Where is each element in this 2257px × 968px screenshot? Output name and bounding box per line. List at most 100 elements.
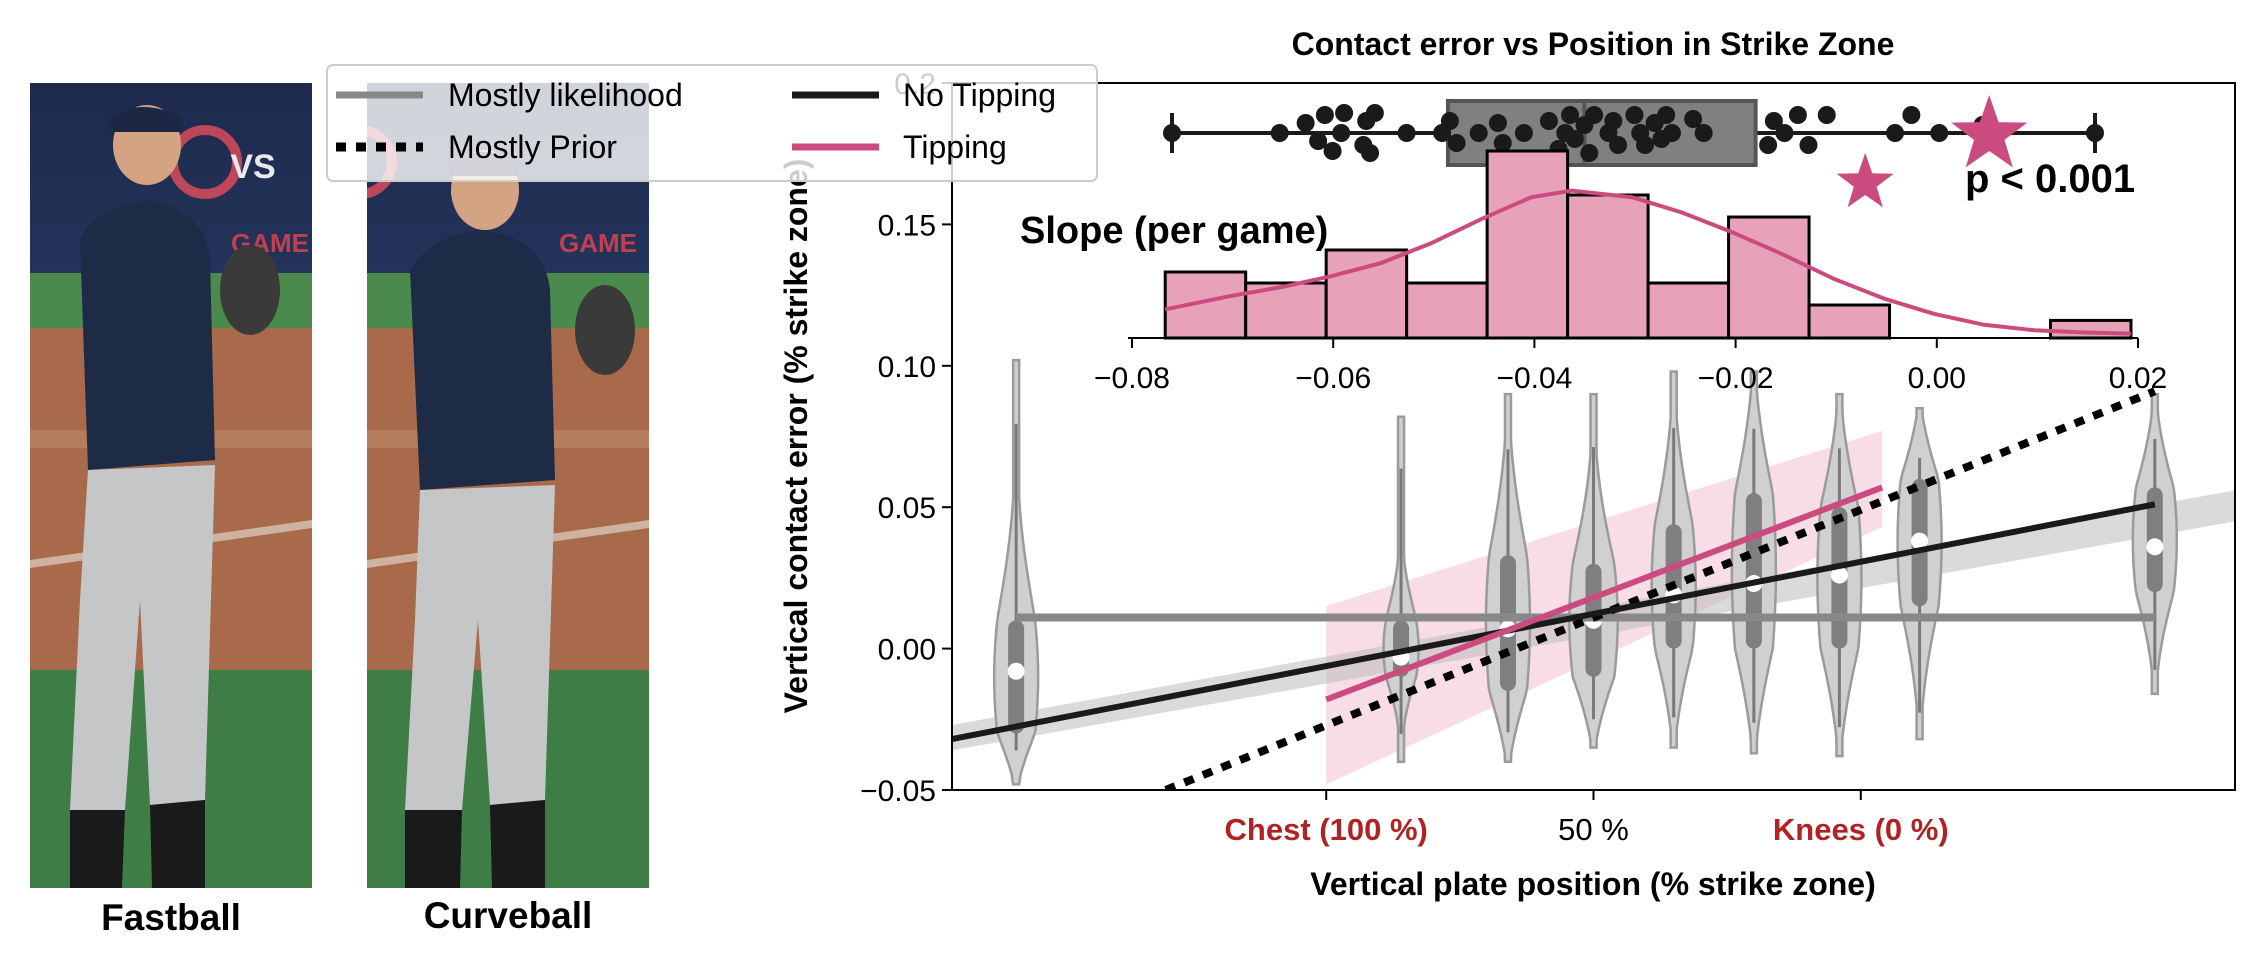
histogram-tick-label: −0.02 (1698, 362, 1774, 395)
svg-text:VS: VS (230, 148, 275, 186)
p-value-annotation: p < 0.001 (1965, 157, 2135, 201)
x-axis: Chest (100 %) 50 % Knees (0 %) (1225, 790, 1949, 847)
legend-item-no-tipping: No Tipping (792, 77, 1056, 113)
violin-iqr (1745, 493, 1762, 649)
curveball-photo: GAME (367, 83, 649, 888)
tipping-star-marker (1836, 153, 1894, 208)
legend-item-tipping: Tipping (792, 129, 1007, 165)
chart-title: Contact error vs Position in Strike Zone (1292, 26, 1895, 62)
histogram-bar (2048, 318, 2133, 340)
strip-point (1296, 114, 1315, 132)
x-axis-label: Vertical plate position (% strike zone) (1310, 866, 1875, 902)
strip-point (1662, 124, 1681, 142)
violin (1816, 392, 1863, 758)
strip-point (1580, 144, 1599, 162)
strip-point (1565, 130, 1584, 148)
histogram-tick-label: 0.02 (2109, 362, 2167, 395)
strip-point (1930, 124, 1949, 142)
tipping-star-marker (1951, 95, 2028, 168)
strip-point (1684, 110, 1703, 128)
y-tick-label: 0.10 (878, 351, 936, 384)
strip-point (1447, 134, 1466, 152)
strip-point (1309, 132, 1328, 150)
violin-median (2146, 538, 2164, 556)
strip-point (1561, 106, 1580, 124)
violin-median (1830, 566, 1848, 584)
line-tipping (1325, 484, 1884, 703)
strip-point (1759, 136, 1778, 154)
violin (1896, 406, 1943, 741)
strip-point (1514, 124, 1533, 142)
strip-point (1315, 106, 1334, 124)
strip-point (1657, 106, 1676, 124)
strip-point (1609, 136, 1628, 154)
strip-point (1397, 124, 1416, 142)
strip-point (1163, 124, 1181, 142)
strip-point (1332, 124, 1351, 142)
legend-label: Tipping (903, 129, 1007, 165)
x-tick-label: 50 % (1558, 812, 1629, 847)
histogram-tick-label: −0.06 (1295, 362, 1371, 395)
strip-point (1886, 124, 1905, 142)
y-tick-label: 0.05 (878, 492, 936, 525)
legend-box (326, 64, 1098, 182)
strip-point (2086, 124, 2104, 142)
strip-point (1335, 104, 1354, 122)
legend-item-mostly-likelihood: Mostly likelihood (336, 77, 683, 113)
strip-point (1365, 104, 1384, 122)
violin-median (1007, 662, 1025, 680)
histogram-bar (1646, 281, 1731, 340)
histogram-bar (1807, 303, 1892, 340)
histogram-bar (1405, 281, 1489, 340)
strip-point (1539, 112, 1558, 130)
violin (992, 358, 1040, 786)
strip-point (1902, 106, 1921, 124)
legend-label: Mostly Prior (448, 129, 617, 165)
line-mostly-prior (1164, 387, 2157, 790)
violin (2131, 392, 2179, 696)
y-axis-label: Vertical contact error (% strike zone) (778, 159, 814, 714)
fastball-photo: VS GAME (30, 83, 312, 888)
legend-label: Mostly likelihood (448, 77, 683, 113)
strip-point (1488, 114, 1507, 132)
strip-point (1604, 112, 1623, 130)
histogram-tick-label: 0.00 (1908, 362, 1966, 395)
strip-point (1625, 106, 1644, 124)
legend-label: No Tipping (903, 77, 1056, 113)
x-tick-label: Knees (0 %) (1773, 812, 1949, 847)
strip-point (1788, 106, 1807, 124)
violin (1568, 392, 1619, 749)
y-tick-label: 0.15 (878, 209, 936, 242)
strip-point (1817, 106, 1836, 124)
histogram-bar (1566, 193, 1650, 340)
main-chart: −0.050.000.050.100.150.2 Chest (100 %)50… (778, 68, 2236, 902)
strip-point (1440, 112, 1459, 130)
histogram-bar (1324, 248, 1409, 340)
strip-point (1764, 112, 1783, 130)
strip-point (1270, 124, 1289, 142)
strip-point (1469, 124, 1488, 142)
strip-point (1323, 142, 1342, 160)
histogram-tick-label: −0.08 (1094, 362, 1170, 395)
line-no-tipping (952, 501, 2156, 743)
pitcher-photos: VS GAME GAME (30, 83, 649, 938)
y-tick-label: −0.05 (860, 775, 936, 808)
strip-point (1775, 124, 1794, 142)
kde-curve (1164, 188, 2132, 336)
violin (1730, 370, 1778, 755)
legend-item-mostly-prior: Mostly Prior (336, 129, 617, 165)
strip-point (1799, 136, 1818, 154)
violin (1484, 392, 1532, 763)
strip-point (1361, 144, 1380, 162)
histogram-bar (1485, 149, 1570, 340)
violin-median (1911, 532, 1929, 550)
main-plot-area (952, 358, 2235, 790)
strip-point (1493, 134, 1512, 152)
legend: Mostly likelihood Mostly Prior No Tippin… (326, 64, 1098, 182)
strip-point (1694, 124, 1713, 142)
strip-point (1585, 106, 1604, 124)
histogram-bar (1244, 281, 1328, 340)
slope-box-strip (1163, 95, 2104, 208)
histogram-tick-label: −0.04 (1496, 362, 1572, 395)
